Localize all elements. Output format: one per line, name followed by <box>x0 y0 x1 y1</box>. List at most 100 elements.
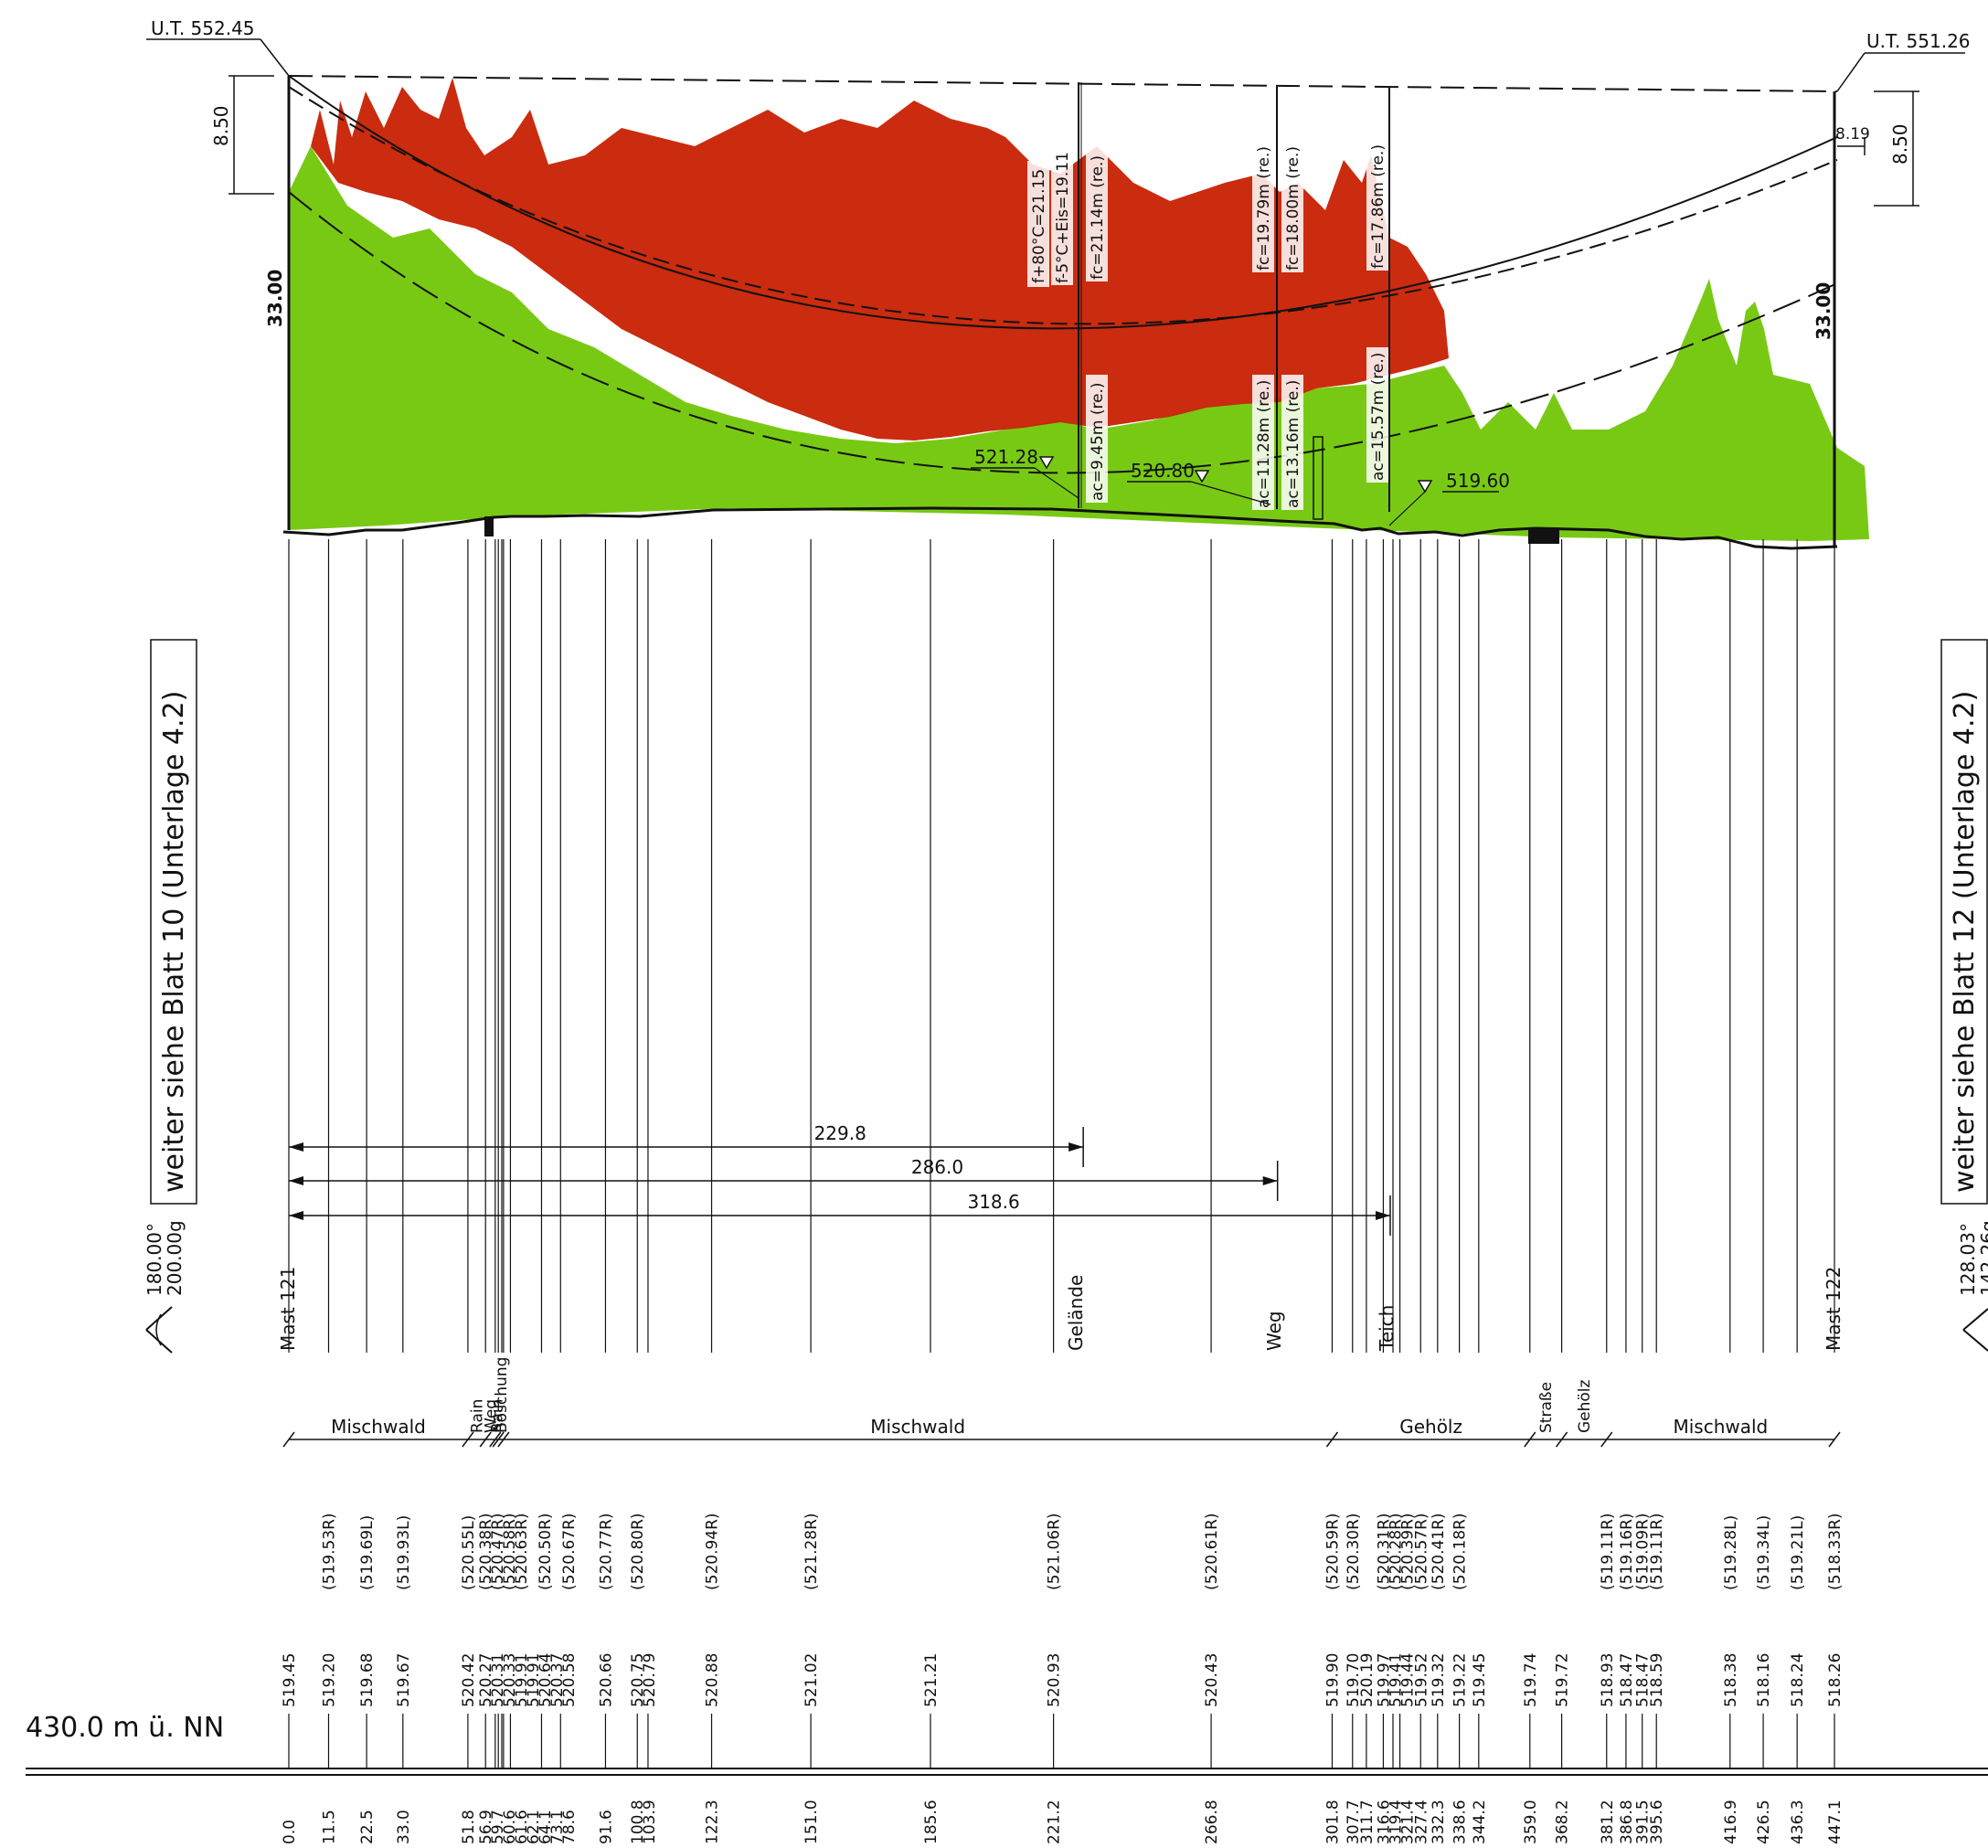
ground-elevation: 520.88 <box>704 1653 722 1707</box>
station-value: 22.5 <box>358 1810 377 1844</box>
ground-elevation: 520.93 <box>1046 1653 1064 1707</box>
dimension-label: 286.0 <box>911 1156 963 1178</box>
side-elevation: (521.06R) <box>1046 1513 1064 1590</box>
station-value: 386.8 <box>1618 1800 1636 1844</box>
station-value: 266.8 <box>1203 1800 1221 1844</box>
ground-elevation: 519.41 <box>1387 1653 1405 1707</box>
ground-elevation: 521.21 <box>922 1653 941 1707</box>
land-use-label: Gehölz <box>1399 1416 1462 1438</box>
land-use-label: Mischwald <box>870 1416 965 1438</box>
ground-elevation: 519.97 <box>1375 1653 1393 1707</box>
ground-elevation: 519.45 <box>1471 1653 1489 1707</box>
ground-elevation: 519.52 <box>1412 1653 1430 1707</box>
station-value: 301.8 <box>1324 1800 1342 1844</box>
ground-elevation: 519.90 <box>1324 1653 1342 1707</box>
conductor-curve-solid <box>288 75 1838 330</box>
sag-fc2-label: fc=19.79m (re.) <box>1255 146 1273 271</box>
land-use-label: Rain <box>469 1399 487 1433</box>
height-left-label: 33.00 <box>264 270 286 327</box>
ground-elevation: 518.26 <box>1826 1653 1844 1707</box>
terrain-line <box>282 506 1838 550</box>
clearance-ac3-label: ac=13.16m (re.) <box>1284 380 1302 508</box>
continuation-left-label: weiter siehe Blatt 10 (Unterlage 4.2) <box>158 691 190 1193</box>
side-elevation: (520.18R) <box>1451 1513 1470 1590</box>
ground-elevation: 519.67 <box>395 1653 413 1707</box>
station-value: 51.8 <box>460 1810 478 1844</box>
ut-right-leader-diagonal <box>1836 52 1866 92</box>
clearance-ac1-label: ac=9.45m (re.) <box>1089 382 1107 501</box>
sag-fc3-label: fc=18.00m (re.) <box>1284 146 1302 271</box>
ground-elevation: 518.16 <box>1755 1653 1773 1707</box>
offset-dimension-right: 8.50 8.19 <box>1835 90 1919 207</box>
datum-label: 430.0 m ü. NN <box>26 1712 224 1744</box>
svg-text:521.28: 521.28 <box>974 446 1038 468</box>
station-value: 100.8 <box>629 1800 647 1844</box>
ground-elevation: 519.20 <box>320 1653 338 1707</box>
land-use-label: Mischwald <box>331 1416 426 1438</box>
elevation-marker-2: 520.80 <box>1127 460 1271 505</box>
station-value: 64.1 <box>537 1810 555 1844</box>
ground-elevation: 520.33 <box>501 1653 519 1707</box>
angle-left: 180.00° 200.00g <box>144 1220 186 1354</box>
side-elevation: (520.77R) <box>597 1513 615 1590</box>
station-value: 62.1 <box>525 1810 543 1844</box>
elevation-marker-3: 519.60 <box>1388 470 1510 526</box>
station-value: 221.2 <box>1046 1800 1064 1844</box>
continuation-right-label: weiter siehe Blatt 12 (Unterlage 4.2) <box>1949 691 1981 1193</box>
side-elevation: (520.31R) <box>1375 1513 1393 1590</box>
side-elevation: (520.39R) <box>1398 1513 1417 1590</box>
ground-elevation: 520.37 <box>548 1653 567 1707</box>
ground-elevation: 520.79 <box>641 1653 659 1707</box>
station-value: 311.7 <box>1358 1800 1377 1844</box>
station-value: 185.6 <box>922 1800 941 1844</box>
side-elevation: (519.16R) <box>1618 1513 1636 1590</box>
ground-elevation: 520.64 <box>537 1653 555 1707</box>
land-use-divider <box>492 1431 505 1448</box>
station-value: 436.3 <box>1789 1800 1807 1844</box>
feature-gelaende: Gelände <box>1065 1275 1087 1351</box>
station-value: 0.0 <box>281 1820 299 1844</box>
station-value: 319.4 <box>1387 1800 1405 1844</box>
station-lines <box>288 539 1835 1768</box>
offset-dimension-left: 8.50 <box>210 75 274 195</box>
sag-fc4-label: fc=17.86m (re.) <box>1369 144 1387 269</box>
station-value: 321.4 <box>1398 1800 1417 1844</box>
ground-elevation: 519.68 <box>358 1653 377 1707</box>
ground-elevation: 520.31 <box>489 1653 507 1707</box>
side-elevation: (518.33R) <box>1826 1513 1844 1590</box>
station-value: 78.6 <box>560 1810 579 1844</box>
svg-text:519.60: 519.60 <box>1446 470 1510 492</box>
dimension-arrow-start <box>289 1176 303 1185</box>
land-use-divider <box>1524 1431 1536 1448</box>
offset-right-label: 8.50 <box>1889 123 1911 165</box>
side-elevation: (520.59R) <box>1324 1513 1342 1590</box>
side-elevation: (520.38R) <box>477 1513 495 1590</box>
ut-left-leader-diagonal <box>260 38 290 77</box>
ground-elevation: 519.22 <box>1451 1653 1470 1707</box>
sag-fc1-label: fc=21.14m (re.) <box>1089 155 1107 280</box>
side-elevation: (519.53R) <box>320 1513 338 1590</box>
dimension-arrow-start <box>289 1142 303 1152</box>
side-elevation: (519.21L) <box>1789 1515 1807 1590</box>
station-value: 122.3 <box>704 1800 722 1844</box>
side-elevation: (520.28R) <box>1387 1513 1405 1590</box>
station-value: 307.7 <box>1345 1800 1363 1844</box>
dimension-arrow-end <box>1375 1211 1390 1220</box>
land-use-divider <box>1600 1431 1613 1448</box>
ground-elevation: 519.72 <box>1554 1653 1572 1707</box>
ground-elevation: 518.59 <box>1648 1653 1666 1707</box>
side-elevation: (520.47R) <box>489 1513 507 1590</box>
station-value: 381.2 <box>1599 1800 1617 1844</box>
continuation-left: weiter siehe Blatt 10 (Unterlage 4.2) <box>150 639 197 1205</box>
station-value: 103.9 <box>641 1800 659 1844</box>
land-use-divider <box>1828 1431 1841 1448</box>
side-elevation: (520.50R) <box>537 1513 555 1590</box>
side-elevation: (519.93L) <box>395 1515 413 1590</box>
land-use-divider <box>489 1431 502 1448</box>
side-elevation: (520.58R) <box>501 1513 519 1590</box>
station-value: 151.0 <box>803 1800 821 1844</box>
ground-elevation: 520.58 <box>560 1653 579 1707</box>
ground-elevation: 518.24 <box>1789 1653 1807 1707</box>
dimension-label: 229.8 <box>814 1122 866 1144</box>
side-elevation: (519.28L) <box>1722 1515 1740 1590</box>
